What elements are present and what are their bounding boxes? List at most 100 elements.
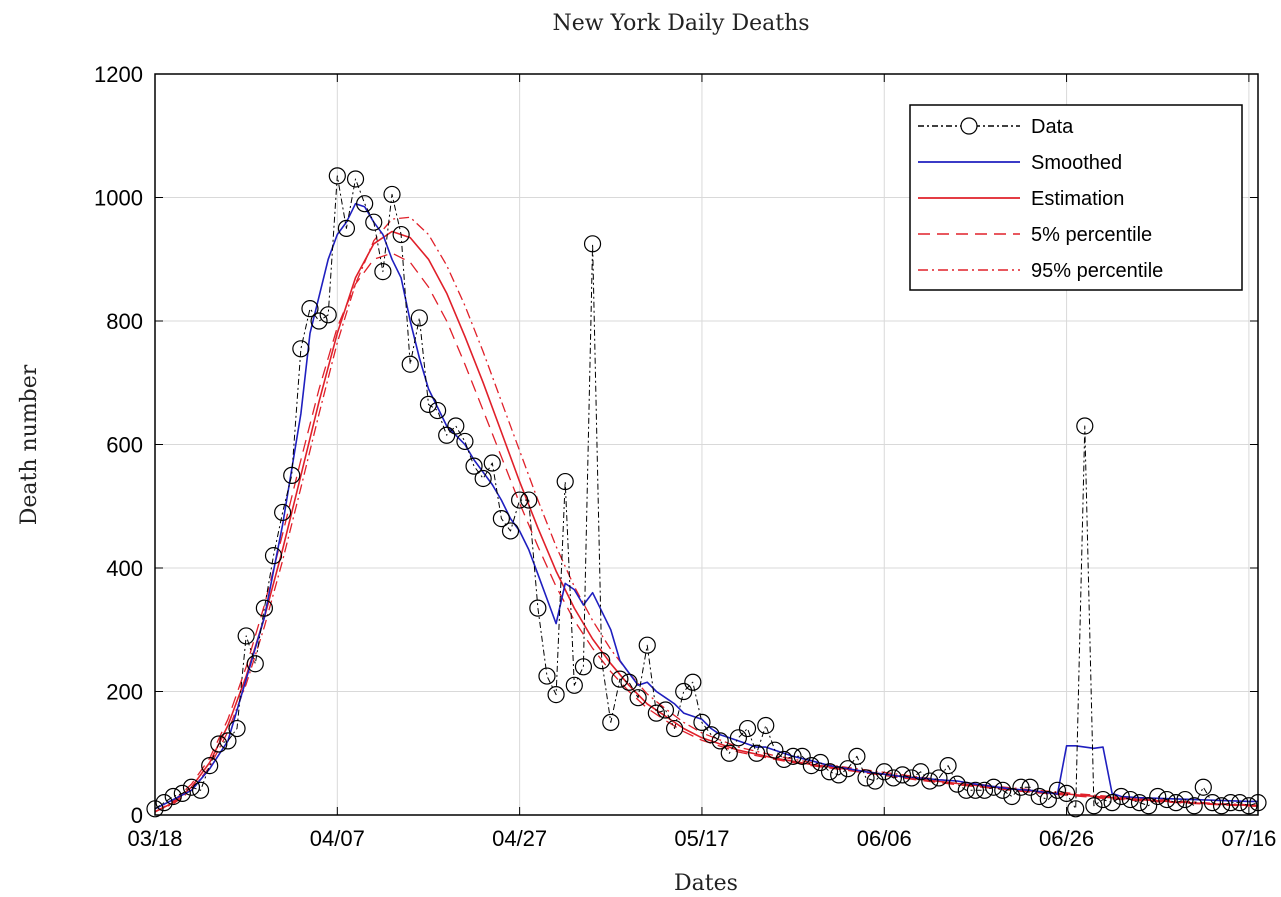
data-point [939, 756, 957, 775]
data-point [903, 769, 921, 787]
data-point [620, 673, 638, 691]
data-point [729, 729, 748, 747]
data-point [292, 340, 310, 358]
data-point [456, 432, 474, 451]
data-point [583, 235, 602, 253]
data-point [173, 784, 191, 802]
data-point [346, 170, 365, 188]
data-point [438, 426, 456, 444]
data-point [1222, 794, 1240, 812]
data-point [1167, 794, 1185, 812]
data-point [1194, 778, 1212, 796]
data-point [401, 355, 419, 373]
data-point [565, 676, 583, 694]
data-point [191, 781, 210, 799]
y-tick-label: 200 [106, 680, 143, 705]
legend: Data Smoothed Estimation 5% percentile 95% p… [909, 104, 1243, 291]
data-point [1094, 790, 1112, 809]
data-point [1021, 778, 1039, 796]
plot-area [146, 167, 1267, 818]
data-point [1012, 778, 1030, 796]
data-point [1130, 794, 1149, 812]
data-point [392, 225, 410, 244]
data-point [1121, 790, 1139, 809]
data-point [337, 219, 356, 237]
y-tick-label: 600 [106, 433, 143, 458]
data-point [930, 769, 948, 787]
x-tick-label: 03/18 [127, 826, 182, 851]
data-point [228, 719, 246, 738]
legend-marker [960, 117, 978, 135]
data-point [720, 744, 738, 762]
series-line-5-percentile [154, 252, 1259, 813]
x-tick-label: 06/06 [857, 826, 912, 851]
data-point [419, 395, 438, 413]
data-point [520, 491, 538, 509]
data-point [255, 599, 273, 617]
series-line-95-percentile [154, 216, 1259, 812]
data-point [638, 636, 656, 654]
data-point [511, 491, 529, 509]
data-point [447, 417, 465, 435]
data-point [319, 306, 337, 324]
data-point [574, 658, 593, 676]
data-point [966, 781, 985, 799]
data-point [1158, 790, 1176, 809]
data-point [820, 763, 839, 781]
data-point [492, 509, 510, 528]
data-point [501, 522, 520, 540]
y-tick-label: 400 [106, 556, 143, 581]
data-point [1067, 800, 1085, 818]
data-point [675, 682, 693, 701]
series-line-smoothed [154, 202, 1258, 810]
data-point [1003, 787, 1021, 806]
data-point [884, 769, 902, 787]
data-point [1039, 790, 1057, 809]
data-point [264, 547, 283, 565]
y-tick-label: 800 [106, 309, 143, 334]
data-point [155, 794, 173, 812]
data-point [356, 195, 374, 213]
data-point [474, 469, 492, 488]
data-point [921, 772, 939, 790]
data-point [237, 627, 255, 645]
data-point [702, 726, 720, 744]
data-point [748, 744, 766, 762]
data-point [602, 713, 620, 731]
data-point [1030, 787, 1048, 806]
x-axis-label: Dates [674, 871, 738, 896]
data-point [830, 766, 848, 784]
data-point [684, 673, 702, 691]
data-point [428, 401, 447, 420]
data-point [465, 457, 483, 475]
data-point [757, 716, 775, 735]
data-point [1176, 790, 1194, 809]
data-point [1103, 794, 1121, 812]
data-point [693, 713, 711, 731]
data-point [374, 263, 392, 281]
y-tick-label: 1000 [94, 186, 143, 211]
data-point [793, 747, 811, 765]
x-tick-label: 07/16 [1221, 826, 1276, 851]
axis-ticks: 03/18 04/07 04/27 05/17 06/06 06/26 07/16 0 200 4… [94, 62, 1276, 851]
data-point [1076, 417, 1094, 435]
data-point [1231, 794, 1249, 812]
y-axis-label: Death number [17, 364, 42, 525]
data-point [1085, 797, 1103, 815]
data-point [711, 732, 729, 750]
data-point [738, 719, 757, 738]
legend-label-5-percentile: 5% percentile [1031, 224, 1152, 246]
chart-title: New York Daily Deaths [552, 11, 809, 36]
data-point [848, 747, 866, 765]
data-point [556, 472, 574, 491]
data-point [975, 781, 994, 799]
data-point [1185, 797, 1203, 815]
data-point [629, 689, 647, 707]
data-point [529, 599, 547, 617]
y-tick-label: 1200 [94, 62, 143, 87]
data-point [1203, 794, 1222, 812]
legend-label-data: Data [1031, 116, 1074, 138]
data-point [985, 778, 1003, 796]
legend-label-95-percentile: 95% percentile [1031, 260, 1163, 282]
x-tick-label: 05/17 [674, 826, 729, 851]
